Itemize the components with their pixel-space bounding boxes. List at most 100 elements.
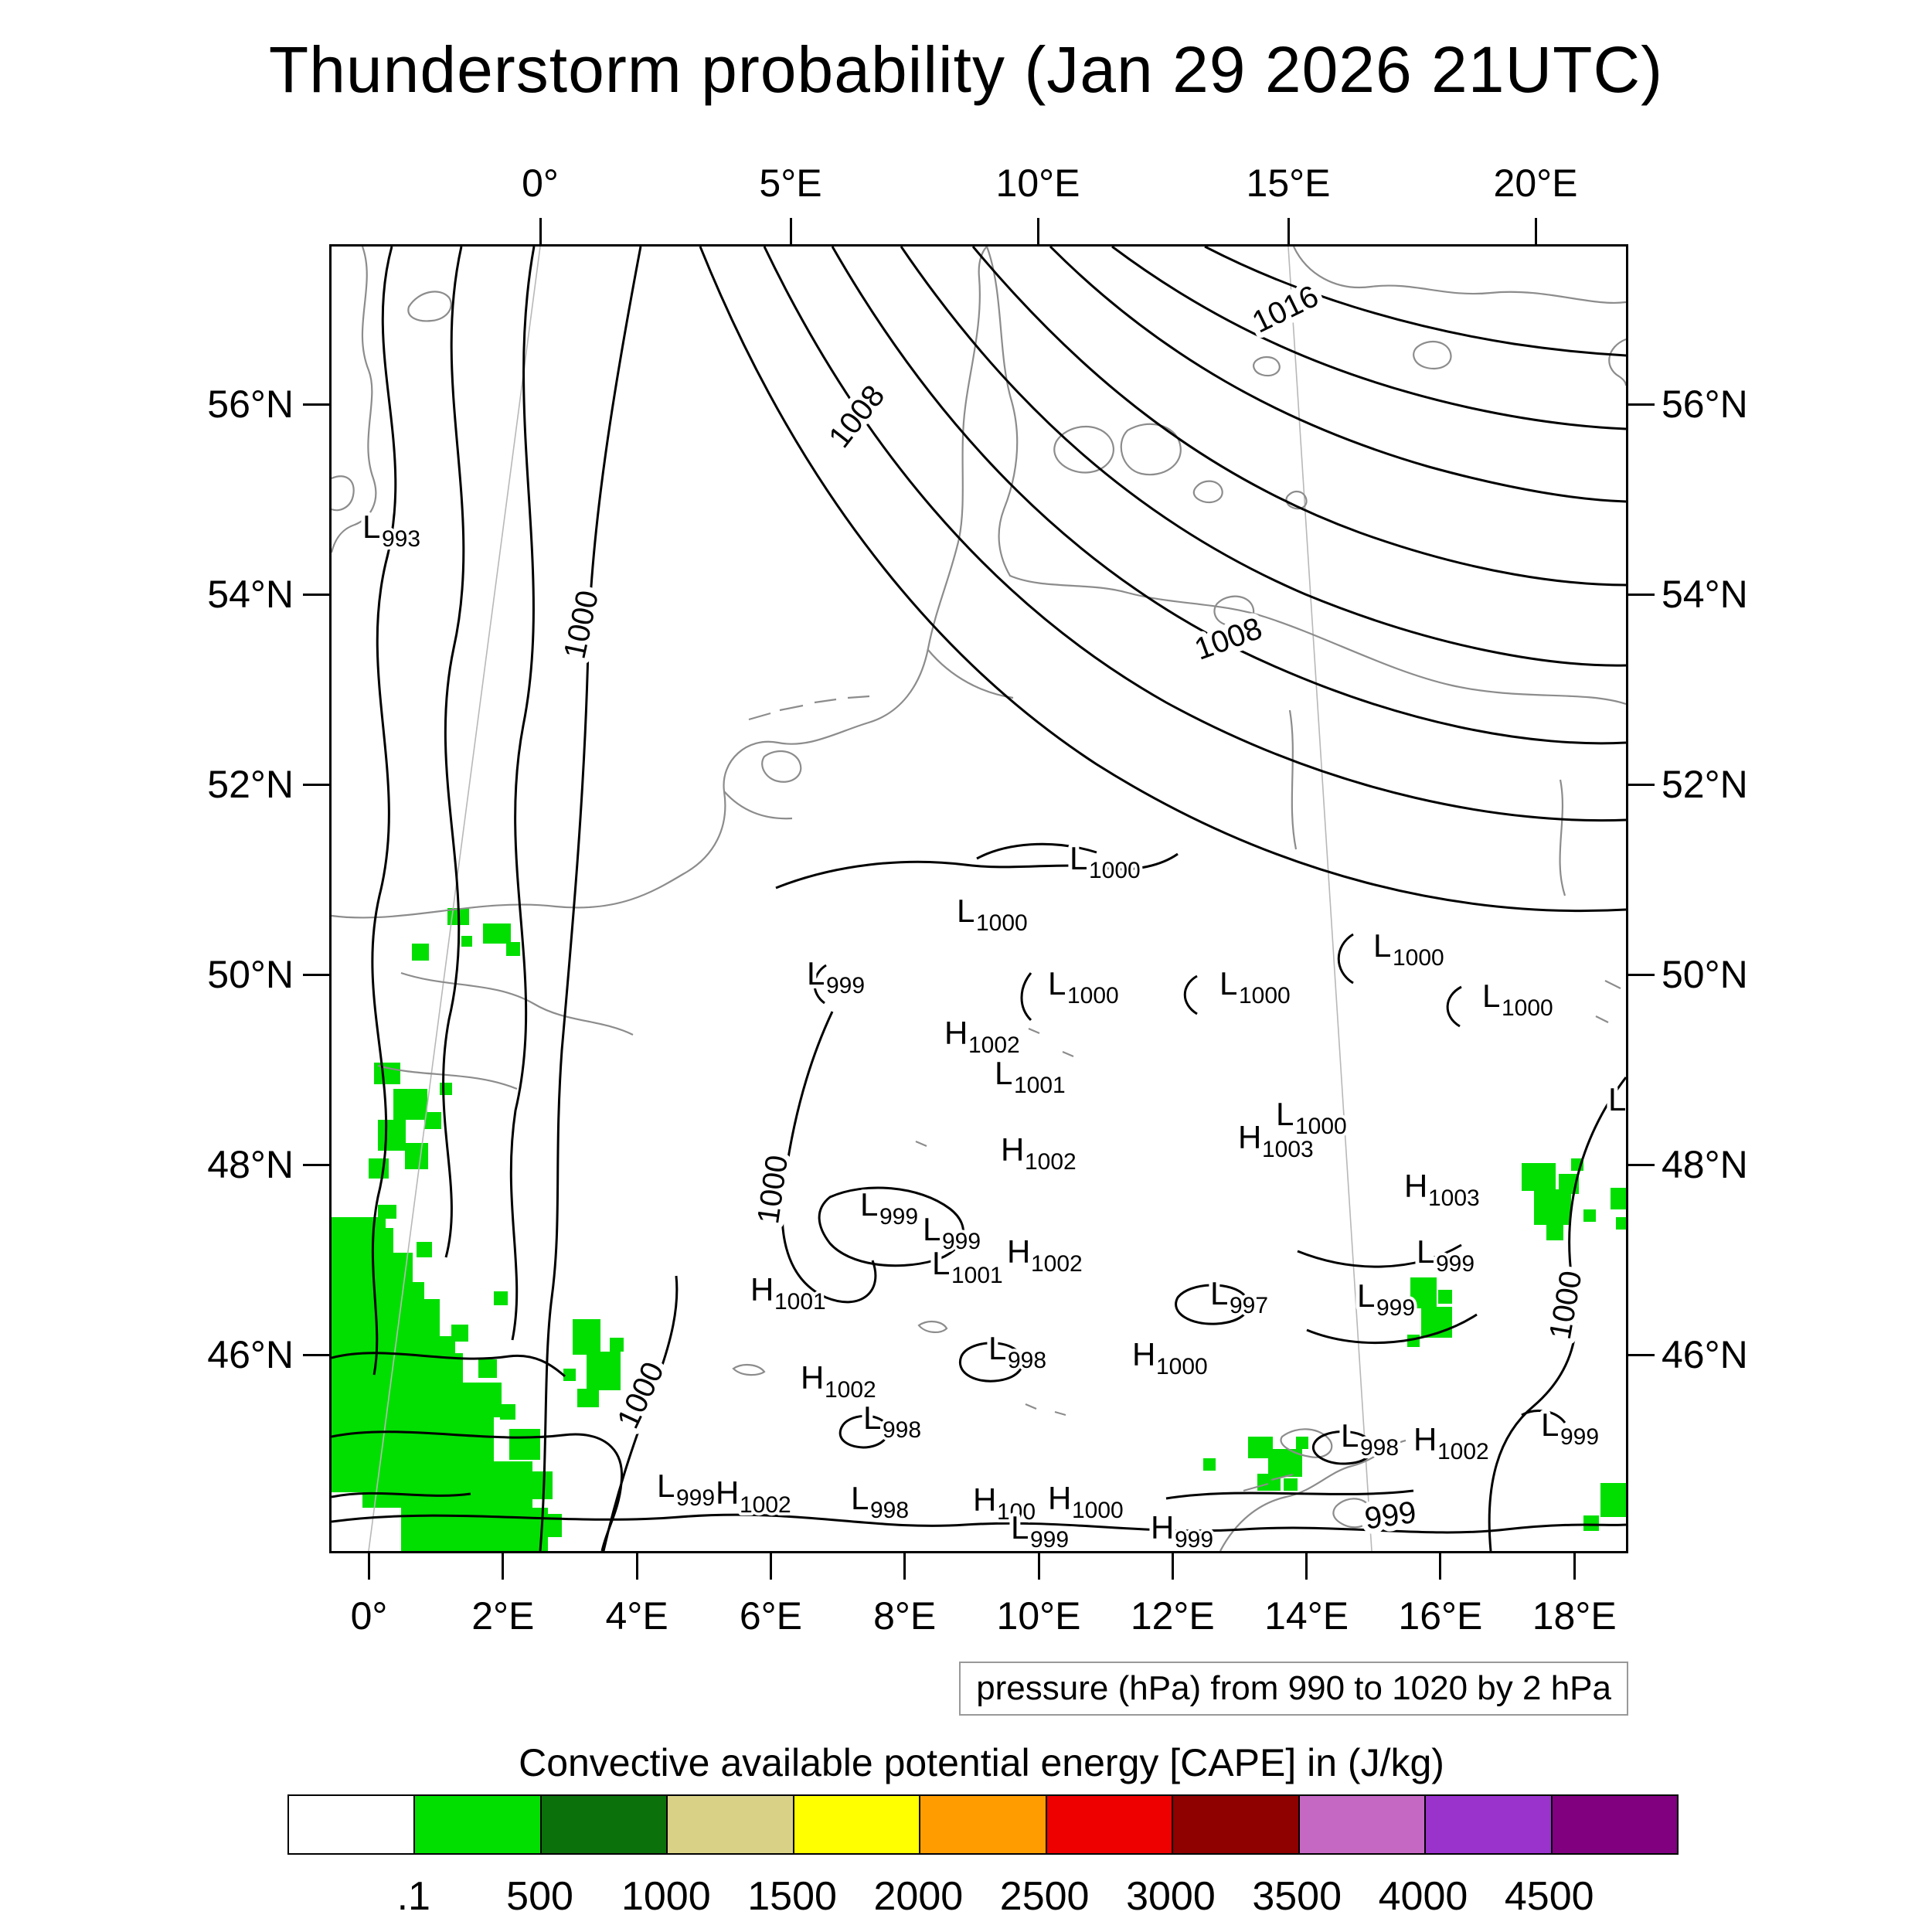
axis-tick-left — [303, 1163, 329, 1166]
colorbar-tick-label: 2000 — [873, 1874, 964, 1919]
axis-label-right: 50°N — [1662, 953, 1748, 996]
cape-cell — [1611, 1188, 1626, 1209]
pressure-center-letter: H — [973, 1481, 996, 1518]
contour-label: 999 — [1362, 1495, 1418, 1536]
cape-cell — [378, 1205, 396, 1219]
axis-label-left: 46°N — [207, 1333, 294, 1376]
pressure-center-letter: H — [1007, 1233, 1030, 1270]
pressure-center-letter: L — [1541, 1406, 1559, 1443]
axis-tick-bottom — [502, 1553, 505, 1580]
pressure-center-value: 1000 — [976, 910, 1028, 936]
colorbar — [287, 1794, 1679, 1855]
pressure-center-letter: H — [750, 1271, 774, 1308]
page-title: Thunderstorm probability (Jan 29 2026 21… — [268, 33, 1664, 106]
colorbar-segment — [1298, 1796, 1425, 1853]
axis-label-top: 5°E — [759, 162, 822, 205]
cape-cell — [1257, 1474, 1281, 1491]
axis-tick-right — [1628, 1353, 1655, 1356]
pressure-center-value: 999 — [676, 1485, 715, 1511]
pressure-center-value: 1000 — [1072, 1498, 1124, 1523]
pressure-center-value: 993 — [382, 526, 420, 552]
axis-label-bottom: 0° — [350, 1594, 388, 1638]
pressure-center-value: 1003 — [1262, 1137, 1314, 1162]
pressure-center-value: 998 — [883, 1417, 921, 1443]
colorbar-tick-label: 4500 — [1504, 1874, 1594, 1919]
axis-label-bottom: 8°E — [873, 1594, 937, 1638]
axis-label-bottom: 12°E — [1130, 1594, 1215, 1638]
pressure-center-value: 999 — [1030, 1527, 1069, 1551]
colorbar-tick-label: 3000 — [1126, 1874, 1216, 1919]
cape-cell — [1583, 1515, 1599, 1531]
axis-tick-right — [1628, 783, 1655, 786]
pressure-center-letter: L — [1276, 1096, 1294, 1132]
pressure-center-letter: L — [932, 1245, 950, 1281]
cape-cell — [332, 1461, 362, 1492]
axis-label-top: 0° — [522, 162, 559, 205]
contour-label: 1016 — [1247, 279, 1324, 340]
cape-cell — [483, 923, 511, 944]
colorbar-tick-label: .1 — [396, 1874, 430, 1919]
colorbar-tick-label: 2500 — [999, 1874, 1090, 1919]
pressure-center-letter: L — [657, 1468, 675, 1504]
pressure-center-value: 999 — [1175, 1527, 1213, 1551]
cape-cell — [563, 1369, 576, 1381]
axis-tick-right — [1628, 1163, 1655, 1166]
axis-label-left: 52°N — [207, 763, 294, 806]
axis-tick-right — [1628, 973, 1655, 976]
pressure-center-value: 1000 — [1239, 983, 1291, 1009]
axis-tick-bottom — [1573, 1553, 1576, 1580]
pressure-center-letter: H — [1048, 1480, 1071, 1516]
cape-cell — [573, 1319, 600, 1355]
colorbar-segment — [792, 1796, 920, 1853]
axis-tick-left — [303, 783, 329, 786]
isobar-contours — [332, 247, 1626, 1551]
cape-cell — [1616, 1217, 1626, 1230]
pressure-center-value: 999 — [826, 973, 865, 998]
cape-cell — [417, 1242, 432, 1257]
pressure-center-letter: L — [362, 509, 380, 545]
axis-label-bottom: 16°E — [1398, 1594, 1483, 1638]
cape-cell — [1438, 1290, 1452, 1304]
axis-label-bottom: 18°E — [1532, 1594, 1617, 1638]
pressure-center-letter: L — [1373, 927, 1391, 964]
cape-cell — [500, 1404, 515, 1420]
cape-cell — [412, 944, 429, 961]
colorbar-title: Convective available potential energy [C… — [519, 1741, 1444, 1784]
pressure-center-letter: L — [1011, 1509, 1029, 1546]
cape-shading-layer — [332, 908, 1626, 1551]
pressure-center-letter: H — [1151, 1509, 1174, 1546]
pressure-center-value: 999 — [1560, 1424, 1599, 1450]
cape-cell — [1600, 1483, 1626, 1517]
pressure-center-letter: L — [957, 893, 975, 929]
axis-label-bottom: 6°E — [739, 1594, 802, 1638]
pressure-center-value: 1000 — [1067, 983, 1119, 1009]
cape-cell — [577, 1389, 599, 1407]
axis-tick-left — [303, 403, 329, 406]
cape-cell — [332, 1353, 463, 1415]
pressure-center-value: 999 — [942, 1229, 981, 1254]
cape-cell — [369, 1158, 389, 1179]
cape-cell — [1522, 1163, 1556, 1191]
axis-tick-top — [539, 218, 542, 244]
colorbar-segment — [919, 1796, 1046, 1853]
graticule-lines — [368, 247, 1372, 1551]
pressure-center-value: 1000 — [1502, 995, 1553, 1021]
axis-tick-right — [1628, 593, 1655, 596]
axis-tick-top — [1287, 218, 1290, 244]
axis-tick-top — [1534, 218, 1537, 244]
colorbar-tick-label: 1500 — [747, 1874, 837, 1919]
colorbar-tick-label: 1000 — [621, 1874, 711, 1919]
pressure-center-letter: H — [944, 1015, 968, 1051]
axis-label-top: 20°E — [1493, 162, 1578, 205]
colorbar-tick-label: 4000 — [1378, 1874, 1468, 1919]
axis-label-bottom: 2°E — [471, 1594, 535, 1638]
pressure-center-letter: L — [1482, 978, 1500, 1014]
colorbar-segment — [1550, 1796, 1677, 1853]
pressure-center-letter: H — [716, 1475, 739, 1511]
axis-label-left: 48°N — [207, 1143, 294, 1186]
cape-cell — [424, 1112, 441, 1129]
pressure-center-value: 1002 — [968, 1032, 1020, 1058]
axis-tick-top — [1036, 218, 1039, 244]
cape-cell — [494, 1291, 508, 1305]
